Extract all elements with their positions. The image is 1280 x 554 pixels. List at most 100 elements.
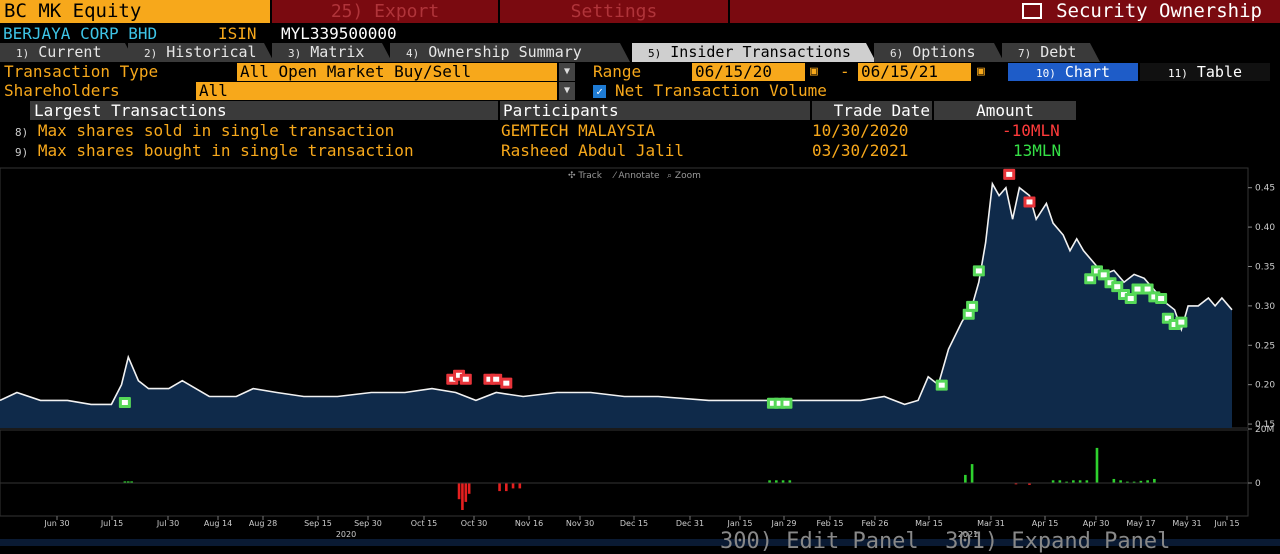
volume-bar[interactable] [505, 483, 508, 492]
volume-bar[interactable] [781, 480, 785, 483]
function-title: Security Ownership [1056, 0, 1262, 22]
tab-current[interactable]: 1) Current [0, 43, 135, 62]
ticker-field[interactable]: BC MK Equity [0, 0, 270, 23]
volume-bar[interactable] [1132, 481, 1136, 483]
sell-marker-glyph [486, 376, 493, 382]
volume-bar[interactable] [788, 480, 792, 483]
volume-bar[interactable] [1139, 480, 1143, 483]
x-axis-label: Jan 29 [770, 519, 796, 528]
calendar-icon[interactable]: ▣ [810, 64, 818, 79]
transaction-type-label: Transaction Type [4, 62, 159, 81]
volume-bar[interactable] [130, 481, 133, 483]
buy-marker-glyph [969, 303, 976, 309]
transaction-type-select[interactable]: All Open Market Buy/Sell [237, 63, 557, 81]
col-header-amount[interactable]: Amount [934, 101, 1076, 120]
volume-bar[interactable] [1146, 480, 1149, 483]
year-label: 2021 [958, 530, 978, 539]
shareholders-dropdown-icon[interactable]: ▼ [559, 82, 575, 100]
volume-bar[interactable] [467, 483, 471, 494]
volume-bar[interactable] [464, 483, 468, 502]
tab-bar: 1) Current 2) Historical 3) Matrix 4) Ow… [0, 43, 1280, 62]
chart-view-button[interactable]: 10) Chart [1008, 63, 1138, 81]
ownership-chart[interactable]: ✣ Track ⁄ Annotate ⌕ Zoom 0.45 0.40 0.35 0.30 0… [0, 166, 1280, 546]
volume-axis-label: 20M [1255, 425, 1274, 435]
tab-historical[interactable]: 2) Historical [128, 43, 274, 62]
buy-marker-glyph [1100, 272, 1107, 278]
price-line[interactable] [0, 181, 1233, 406]
volume-bar[interactable] [1065, 481, 1068, 483]
volume-bar[interactable] [457, 483, 461, 500]
chart-tool-annotate[interactable]: ⁄ Annotate [612, 171, 660, 181]
x-axis-label: Nov 30 [566, 519, 594, 528]
volume-bar[interactable] [1058, 480, 1062, 483]
volume-bar[interactable] [768, 480, 771, 483]
participant: GEMTECH MALAYSIA [501, 121, 656, 140]
x-axis-label: Dec 15 [620, 519, 648, 528]
panel-hint: 300) Edit Panel 301) Expand Panel [720, 529, 1171, 554]
range-label: Range [593, 62, 642, 81]
net-volume-checkbox[interactable]: ✓ [593, 85, 606, 98]
x-axis-label: Apr 30 [1083, 519, 1110, 528]
isin-value: MYL339500000 [281, 24, 397, 43]
volume-bar[interactable] [1112, 478, 1116, 483]
chart-tool-zoom[interactable]: ⌕ Zoom [667, 171, 701, 181]
volume-bar[interactable] [1153, 478, 1156, 483]
table-view-button[interactable]: 11) Table [1140, 63, 1270, 81]
trade-date: 03/30/2021 [812, 141, 909, 160]
price-axis-label: 0.45 [1255, 184, 1275, 194]
volume-bar[interactable] [1051, 480, 1055, 483]
table-row[interactable]: 9) Max shares bought in single transacti… [15, 141, 1275, 162]
volume-bar[interactable] [518, 483, 522, 489]
buy-marker-glyph [783, 400, 790, 406]
volume-bar[interactable] [775, 480, 778, 483]
tab-ownership-summary[interactable]: 4) Ownership Summary [390, 43, 630, 62]
chart-tool-track[interactable]: ✣ Track [568, 171, 603, 181]
tab-insider-transactions[interactable]: 5) Insider Transactions [632, 43, 876, 62]
tab-debt[interactable]: 7) Debt [1002, 43, 1100, 62]
price-axis-label: 0.20 [1255, 381, 1275, 391]
range-end-input[interactable]: 06/15/21 [858, 63, 971, 81]
shareholders-select[interactable]: All [196, 82, 557, 100]
volume-bar[interactable] [1095, 447, 1099, 483]
x-axis-label: Dec 31 [676, 519, 704, 528]
volume-bar[interactable] [1126, 481, 1129, 483]
buy-marker-glyph [1144, 286, 1151, 292]
volume-bar[interactable] [1119, 480, 1122, 483]
tab-matrix[interactable]: 3) Matrix [272, 43, 392, 62]
x-axis-label: Sep 30 [354, 519, 382, 528]
export-button[interactable]: 25) Export [272, 0, 498, 23]
range-start-input[interactable]: 06/15/20 [692, 63, 805, 81]
volume-bar[interactable] [1014, 483, 1018, 485]
volume-bar[interactable] [970, 464, 974, 483]
volume-bar[interactable] [126, 481, 130, 483]
col-header-participants[interactable]: Participants [500, 101, 810, 120]
volume-bar[interactable] [1085, 480, 1089, 483]
sell-marker-glyph [503, 380, 510, 386]
volume-bar[interactable] [1078, 480, 1082, 483]
table-row[interactable]: 8) Max shares sold in single transaction [15, 121, 1275, 142]
col-header-trade-date[interactable]: Trade Date [812, 101, 932, 120]
col-header-largest-transactions[interactable]: Largest Transactions [30, 101, 498, 120]
volume-bar[interactable] [511, 483, 515, 489]
buy-marker-glyph [121, 400, 128, 405]
tab-options[interactable]: 6) Options [874, 43, 1004, 62]
transaction-type-dropdown-icon[interactable]: ▼ [559, 63, 575, 81]
calendar-icon[interactable]: ▣ [977, 64, 985, 79]
volume-bar[interactable] [1028, 483, 1031, 485]
x-axis-label: Sep 15 [304, 519, 332, 528]
x-axis-label: Feb 26 [862, 519, 889, 528]
settings-button[interactable]: Settings [500, 0, 728, 23]
volume-bar[interactable] [123, 481, 127, 483]
buy-marker-glyph [1120, 292, 1127, 298]
volume-bar[interactable] [498, 483, 501, 492]
x-axis-label: Aug 28 [249, 519, 277, 528]
amount: -10MLN [1002, 121, 1060, 140]
popout-icon[interactable] [1022, 3, 1043, 19]
x-axis-label: Jul 30 [156, 519, 179, 528]
volume-bar[interactable] [964, 474, 967, 483]
x-axis-label: Mar 15 [915, 519, 943, 528]
volume-bar[interactable] [461, 483, 464, 510]
x-axis-label: Aug 14 [204, 519, 232, 528]
volume-bar[interactable] [1072, 480, 1075, 483]
trade-date: 10/30/2020 [812, 121, 909, 140]
